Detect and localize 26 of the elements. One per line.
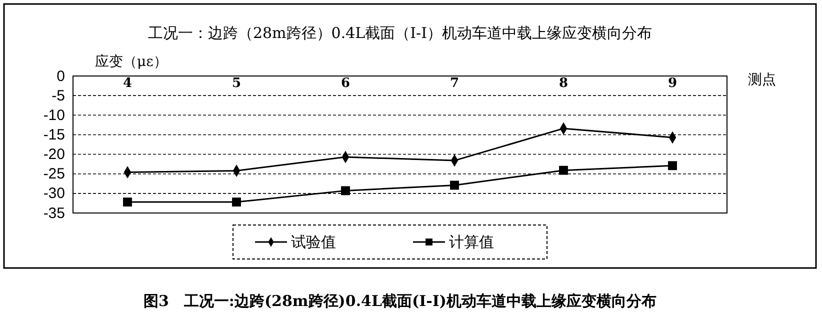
x-tick-label: 9 [668, 76, 678, 91]
point [450, 180, 459, 190]
x-tick-label: 7 [450, 76, 460, 91]
y-tick-label: -10 [43, 106, 65, 124]
x-tick-label: 6 [340, 76, 350, 91]
caption: 图3 工况一:边跨(28m跨径)0.4L截面(Ⅰ-Ⅰ)机动车道中载上缘应变横向分布 [143, 292, 657, 310]
point [341, 186, 350, 196]
y-axis-title: 应变（με） [95, 54, 168, 70]
x-tick-label: 8 [558, 76, 568, 91]
x-tick-label: 5 [232, 76, 242, 91]
point [232, 198, 241, 207]
point [668, 161, 677, 170]
y-tick-label: -5 [52, 87, 65, 104]
point [559, 166, 568, 175]
x-axis-title: 测点 [748, 72, 776, 88]
y-tick-label: -20 [43, 146, 65, 164]
y-tick-label: -15 [43, 126, 65, 144]
legend-label: 试验值 [291, 233, 336, 251]
x-tick-label: 4 [122, 76, 132, 91]
point [123, 198, 132, 207]
chart-title: 工况一：边跨（28m跨径）0.4L截面（I-I）机动车道中载上缘应变横向分布 [148, 24, 652, 42]
y-tick-label: 0 [56, 68, 65, 85]
y-tick-label: -35 [43, 204, 65, 222]
legend-label: 计算值 [449, 233, 494, 251]
y-tick-label: -25 [43, 166, 65, 183]
y-tick-label: -30 [43, 185, 65, 202]
